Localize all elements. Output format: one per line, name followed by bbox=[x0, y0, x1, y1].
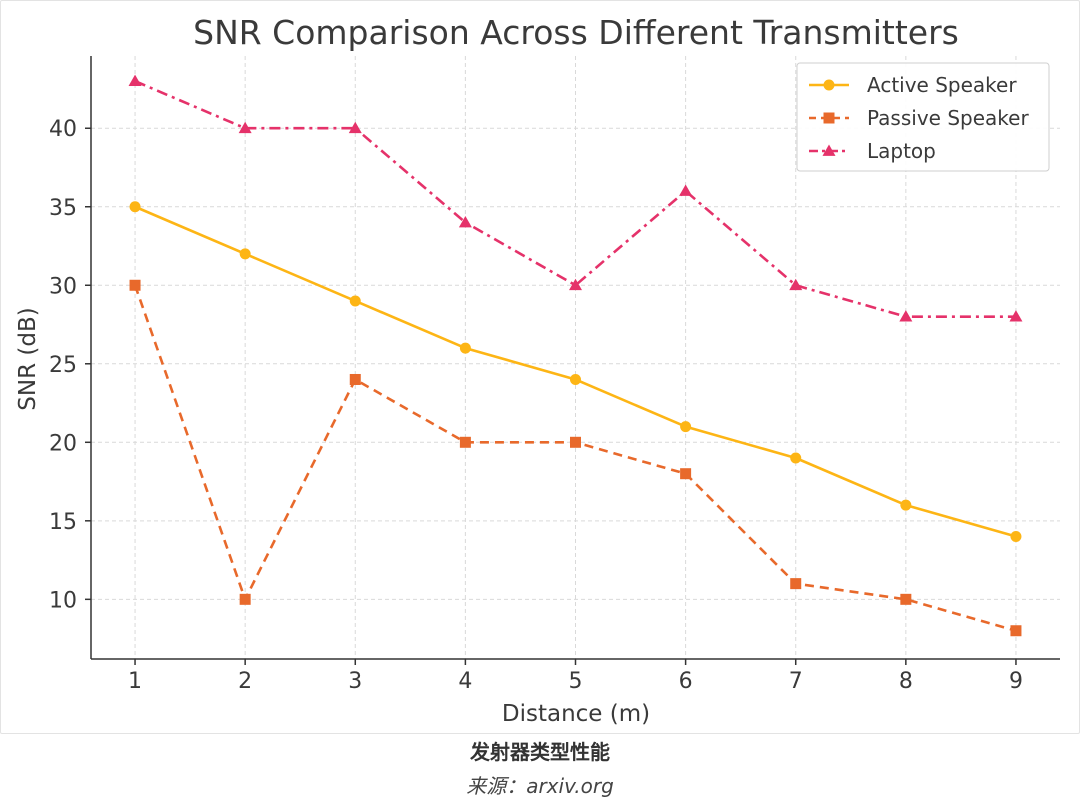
y-tick-label: 25 bbox=[49, 353, 77, 378]
data-point bbox=[238, 121, 252, 134]
y-tick-label: 40 bbox=[49, 117, 77, 142]
x-tick-label: 2 bbox=[238, 669, 252, 694]
x-tick-label: 9 bbox=[1009, 669, 1023, 694]
series-passive-speaker bbox=[129, 279, 1022, 637]
x-axis-label: Distance (m) bbox=[502, 701, 650, 727]
x-tick-label: 7 bbox=[789, 669, 803, 694]
legend-marker bbox=[823, 79, 835, 91]
figure-caption: 发射器类型性能 bbox=[470, 740, 610, 764]
data-point bbox=[349, 295, 361, 307]
legend-item: Active Speaker bbox=[809, 73, 1017, 97]
data-point bbox=[899, 310, 913, 322]
y-tick-label: 35 bbox=[49, 196, 77, 221]
x-tick-label: 1 bbox=[128, 669, 142, 694]
series-laptop bbox=[128, 74, 1023, 322]
snr-line-chart: SNR Comparison Across Different Transmit… bbox=[15, 13, 1060, 727]
data-point bbox=[680, 421, 692, 433]
axes bbox=[85, 56, 1060, 665]
data-point bbox=[569, 278, 582, 291]
data-point bbox=[789, 278, 803, 291]
data-point bbox=[790, 578, 802, 590]
chart-frame: SNR Comparison Across Different Transmit… bbox=[0, 0, 1080, 734]
data-point bbox=[459, 436, 471, 448]
data-point bbox=[348, 121, 362, 134]
data-point bbox=[458, 215, 472, 228]
series-line bbox=[134, 79, 1016, 318]
data-point bbox=[239, 248, 251, 260]
legend-label: Passive Speaker bbox=[867, 106, 1029, 130]
legend-label: Active Speaker bbox=[867, 73, 1017, 97]
data-point bbox=[1010, 625, 1022, 637]
data-point bbox=[129, 201, 141, 213]
y-tick-label: 15 bbox=[49, 510, 77, 535]
legend-marker bbox=[822, 144, 836, 156]
x-tick-label: 8 bbox=[899, 669, 913, 694]
y-tick-label: 30 bbox=[49, 274, 77, 299]
legend-label: Laptop bbox=[867, 139, 936, 163]
legend: Active Speaker Passive Speaker Laptop bbox=[796, 62, 1050, 172]
series-active-speaker bbox=[129, 201, 1022, 543]
data-point bbox=[900, 593, 912, 605]
series-layer bbox=[128, 74, 1023, 637]
legend-box bbox=[796, 62, 1050, 172]
legend-marker bbox=[823, 112, 835, 124]
x-tick-label: 5 bbox=[569, 669, 583, 694]
y-axis-label: SNR (dB) bbox=[15, 307, 41, 410]
data-point bbox=[790, 452, 802, 464]
data-point bbox=[128, 74, 142, 86]
figure-source: 来源：arxiv.org bbox=[466, 774, 614, 798]
legend-item: Laptop bbox=[809, 139, 936, 163]
data-point bbox=[459, 342, 471, 354]
data-point bbox=[1009, 310, 1023, 322]
x-tick-label: 4 bbox=[458, 669, 472, 694]
x-tick-label: 6 bbox=[679, 669, 693, 694]
y-tick-label: 10 bbox=[49, 588, 77, 613]
data-point bbox=[680, 468, 692, 480]
data-point bbox=[239, 593, 251, 605]
data-point bbox=[1010, 531, 1022, 543]
data-point bbox=[570, 373, 581, 385]
data-point bbox=[570, 436, 581, 448]
tick-labels: 1 2 3 4 5 6 7 8 9 10 15 20 25 30 35 40 bbox=[49, 117, 1023, 694]
data-point bbox=[349, 373, 361, 385]
x-tick-label: 3 bbox=[348, 669, 362, 694]
chart-title: SNR Comparison Across Different Transmit… bbox=[193, 13, 959, 52]
legend-item: Passive Speaker bbox=[809, 106, 1029, 130]
data-point bbox=[129, 279, 141, 291]
y-tick-label: 20 bbox=[49, 431, 77, 456]
data-point bbox=[679, 184, 693, 196]
data-point bbox=[900, 499, 912, 511]
